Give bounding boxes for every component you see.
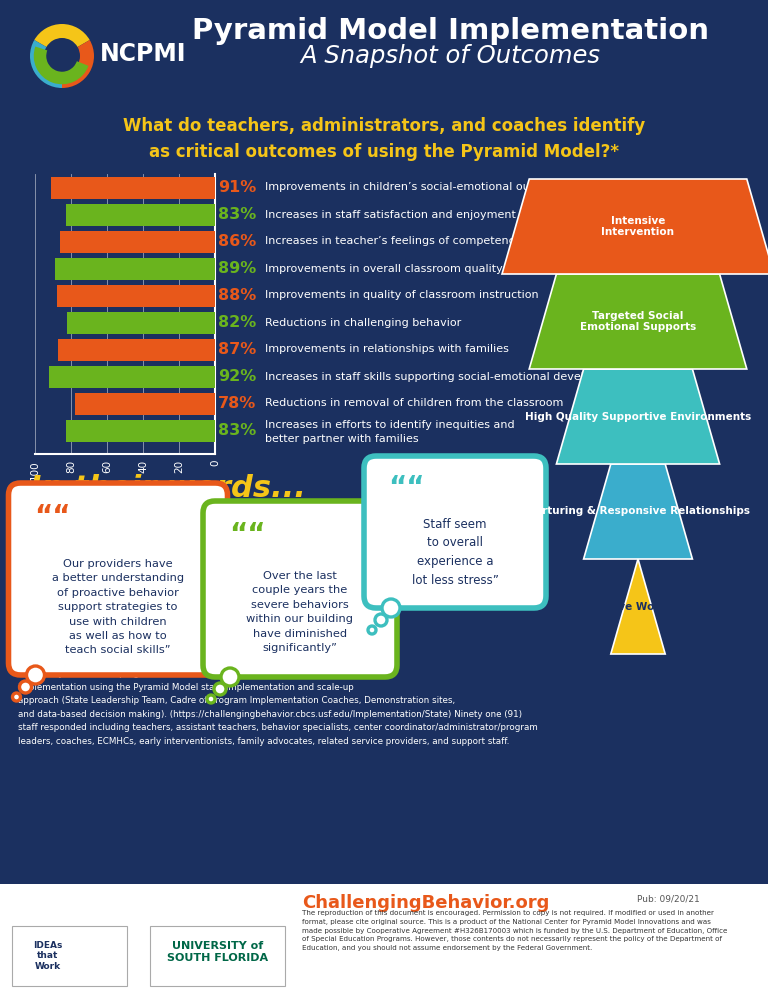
Text: 88%: 88% xyxy=(218,288,257,303)
Text: ““: ““ xyxy=(35,503,71,531)
Wedge shape xyxy=(35,24,90,47)
FancyBboxPatch shape xyxy=(203,501,397,677)
Text: 89%: 89% xyxy=(218,261,257,276)
Text: better partner with families: better partner with families xyxy=(265,433,419,443)
FancyBboxPatch shape xyxy=(8,483,227,675)
Text: Targeted Social
Emotional Supports: Targeted Social Emotional Supports xyxy=(580,311,696,332)
Text: Reductions in challenging behavior: Reductions in challenging behavior xyxy=(265,317,462,327)
Circle shape xyxy=(27,666,45,684)
Bar xyxy=(55,257,215,279)
Bar xyxy=(51,177,215,199)
Text: Effective Workforce: Effective Workforce xyxy=(580,601,697,611)
Circle shape xyxy=(214,683,226,695)
Text: Improvements in children’s social-emotional outcomes: Improvements in children’s social-emotio… xyxy=(265,183,571,193)
Bar xyxy=(49,366,215,388)
FancyBboxPatch shape xyxy=(364,456,546,608)
Bar xyxy=(12,926,127,986)
Text: Increases in staff satisfaction and enjoyment: Increases in staff satisfaction and enjo… xyxy=(265,210,516,220)
Text: ChallengingBehavior.org: ChallengingBehavior.org xyxy=(302,894,549,912)
Text: Pyramid Model Implementation: Pyramid Model Implementation xyxy=(191,17,709,45)
Text: * A survey was sent to programs in 9 states engaged in statewide
implementation : * A survey was sent to programs in 9 sta… xyxy=(18,669,538,746)
Text: ““: ““ xyxy=(388,474,425,502)
Text: 40: 40 xyxy=(138,460,148,473)
Circle shape xyxy=(207,695,215,703)
Text: Improvements in relationships with families: Improvements in relationships with famil… xyxy=(265,345,509,355)
Text: 100: 100 xyxy=(30,460,40,480)
Text: In their words...: In their words... xyxy=(30,474,306,503)
Bar xyxy=(0,0,768,124)
Polygon shape xyxy=(611,559,665,654)
Bar xyxy=(65,419,215,441)
Text: Improvements in quality of classroom instruction: Improvements in quality of classroom ins… xyxy=(265,290,538,300)
Text: Pub: 09/20/21: Pub: 09/20/21 xyxy=(637,894,700,903)
Wedge shape xyxy=(30,40,62,88)
Circle shape xyxy=(221,668,239,686)
Text: 83%: 83% xyxy=(218,423,257,438)
Text: Intensive
Intervention: Intensive Intervention xyxy=(601,216,674,238)
Bar xyxy=(60,231,215,252)
Polygon shape xyxy=(502,179,768,274)
Text: High Quality Supportive Environments: High Quality Supportive Environments xyxy=(525,412,751,421)
Text: A Snapshot of Outcomes: A Snapshot of Outcomes xyxy=(300,44,600,68)
Text: 78%: 78% xyxy=(218,396,257,411)
Text: Over the last
couple years the
severe behaviors
within our building
have diminis: Over the last couple years the severe be… xyxy=(247,571,353,653)
Text: IDEAs
that
Work: IDEAs that Work xyxy=(33,941,63,971)
Bar xyxy=(58,339,215,361)
Bar xyxy=(150,926,285,986)
Text: 82%: 82% xyxy=(218,315,257,330)
Text: 60: 60 xyxy=(102,460,112,473)
Bar xyxy=(65,204,215,226)
Bar xyxy=(68,311,215,334)
Text: Reductions in removal of children from the classroom: Reductions in removal of children from t… xyxy=(265,399,564,409)
Circle shape xyxy=(382,599,400,617)
Text: 91%: 91% xyxy=(218,180,257,195)
Text: Increases in teacher’s feelings of competence: Increases in teacher’s feelings of compe… xyxy=(265,237,521,247)
Text: Improvements in overall classroom quality: Improvements in overall classroom qualit… xyxy=(265,263,503,273)
Text: 83%: 83% xyxy=(218,207,257,222)
Text: The reproduction of this document is encouraged. Permission to copy is not requi: The reproduction of this document is enc… xyxy=(302,910,727,951)
Text: Our providers have
a better understanding
of proactive behavior
support strategi: Our providers have a better understandin… xyxy=(52,559,184,655)
Wedge shape xyxy=(62,40,94,88)
Polygon shape xyxy=(556,369,720,464)
Circle shape xyxy=(368,626,376,634)
Bar xyxy=(57,284,215,306)
Text: Increases in efforts to identify inequities and: Increases in efforts to identify inequit… xyxy=(265,419,515,429)
Text: 80: 80 xyxy=(66,460,76,473)
Text: 87%: 87% xyxy=(218,342,257,357)
Text: Nurturing & Responsive Relationships: Nurturing & Responsive Relationships xyxy=(526,507,750,517)
Bar xyxy=(74,393,215,414)
Text: UNIVERSITY of
SOUTH FLORIDA: UNIVERSITY of SOUTH FLORIDA xyxy=(167,941,269,963)
Bar xyxy=(0,884,768,994)
Text: 20: 20 xyxy=(174,460,184,473)
Text: NCPMI: NCPMI xyxy=(100,42,187,66)
Text: 86%: 86% xyxy=(218,234,257,249)
Polygon shape xyxy=(529,274,746,369)
Text: What do teachers, administrators, and coaches identify
as critical outcomes of u: What do teachers, administrators, and co… xyxy=(123,117,645,161)
Circle shape xyxy=(12,693,21,701)
Text: Staff seem
to overall
experience a
lot less stress”: Staff seem to overall experience a lot l… xyxy=(412,518,498,586)
Polygon shape xyxy=(584,464,693,559)
Text: 92%: 92% xyxy=(218,369,257,384)
Circle shape xyxy=(19,681,31,693)
Text: ““: ““ xyxy=(229,521,266,549)
Text: 0: 0 xyxy=(210,460,220,466)
Text: Increases in staff skills supporting social-emotional development: Increases in staff skills supporting soc… xyxy=(265,372,627,382)
Circle shape xyxy=(375,614,387,626)
